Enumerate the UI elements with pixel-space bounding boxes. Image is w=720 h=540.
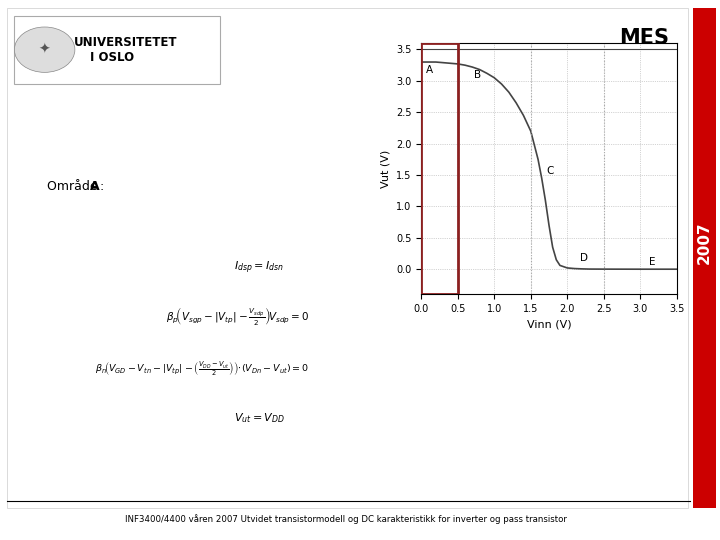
Text: PÅ, lineær: PÅ, lineær (582, 114, 664, 129)
Circle shape (14, 27, 75, 72)
Text: UNIVERSITETET: UNIVERSITETET (74, 36, 178, 49)
Text: C: C (546, 166, 554, 176)
Text: AV: AV (620, 205, 640, 219)
Text: A: A (90, 180, 99, 193)
Bar (14, 16, 220, 84)
Text: $\beta_p\!\left(V_{sgp} - |V_{tp}| - \frac{V_{sdp}}{2}\right)\!V_{sdp} = 0$: $\beta_p\!\left(V_{sgp} - |V_{tp}| - \fr… (166, 305, 310, 327)
Text: :: : (99, 180, 104, 193)
Text: D: D (580, 253, 588, 263)
Y-axis label: Vut (V): Vut (V) (380, 150, 390, 188)
Text: B: B (474, 70, 481, 80)
Text: ✦: ✦ (39, 43, 50, 57)
Text: MES: MES (619, 28, 670, 48)
Text: $V_{ut} = V_{DD}$: $V_{ut} = V_{DD}$ (234, 411, 284, 426)
Bar (421, 43, 458, 294)
Text: I OSLO: I OSLO (89, 51, 134, 64)
Text: Område: Område (47, 180, 102, 193)
X-axis label: Vinn (V): Vinn (V) (527, 320, 571, 329)
Text: 2007: 2007 (697, 222, 711, 264)
Bar (693, 8, 716, 508)
Text: INF3400/4400 våren 2007 Utvidet transistormodell og DC karakteristikk for invert: INF3400/4400 våren 2007 Utvidet transist… (125, 515, 567, 524)
Text: A: A (426, 65, 433, 76)
Text: E: E (649, 257, 655, 267)
Text: $\beta_n\!\left(V_{GD} - V_{tn} - |V_{tp}| - \left(\frac{V_{DD} - V_{ut}}{2}\rig: $\beta_n\!\left(V_{GD} - V_{tn} - |V_{tp… (94, 361, 309, 379)
Text: $I_{dsp} = I_{dsn}$: $I_{dsp} = I_{dsn}$ (234, 259, 284, 275)
